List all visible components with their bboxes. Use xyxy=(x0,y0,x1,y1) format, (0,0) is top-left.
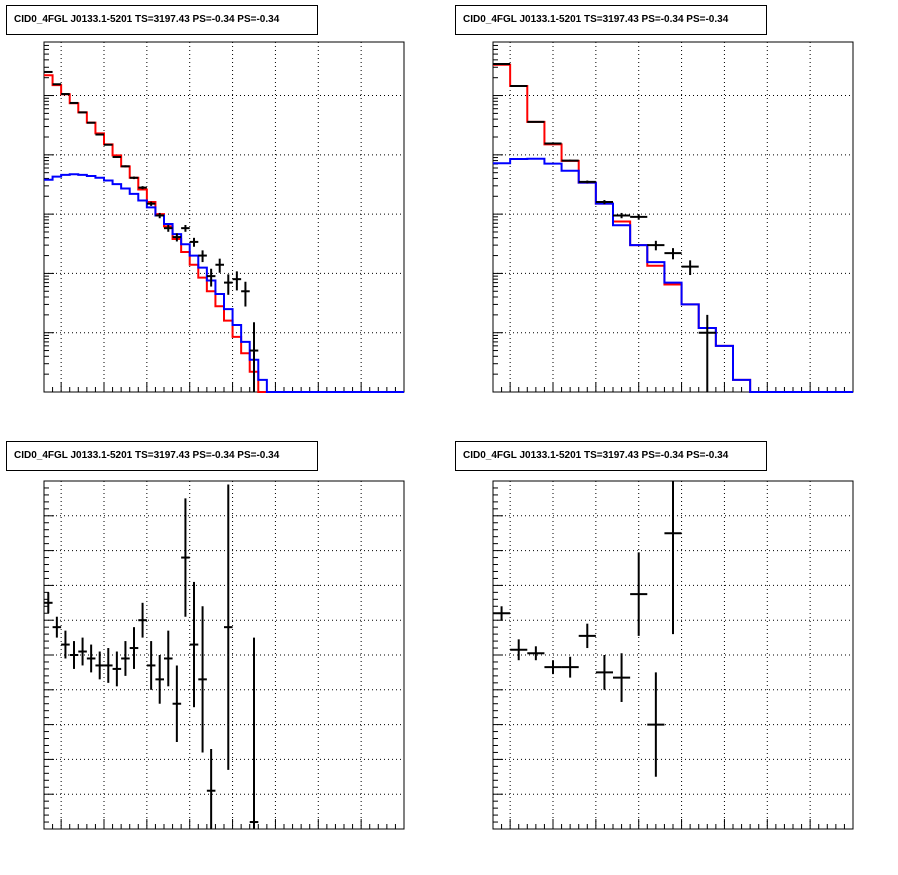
chart-residuals-coarse xyxy=(492,480,854,830)
data-point xyxy=(138,602,147,638)
data-point xyxy=(664,481,682,635)
source-model-histogram xyxy=(493,157,853,393)
data-point xyxy=(198,250,207,263)
data-point xyxy=(578,623,596,649)
data-point xyxy=(630,552,648,636)
data-point xyxy=(129,176,139,180)
data-point xyxy=(104,648,113,683)
data-point xyxy=(138,186,147,190)
pad-residuals-fine: CID0_4FGL J0133.1-5201 TS=3197.43 PS=-0.… xyxy=(0,437,449,874)
data-point xyxy=(69,101,79,104)
chart-title: CID0_4FGL J0133.1-5201 TS=3197.43 PS=-0.… xyxy=(455,5,767,35)
data-point xyxy=(510,639,528,661)
data-point xyxy=(527,120,545,123)
data-point xyxy=(232,271,242,291)
data-point xyxy=(561,656,579,678)
data-point xyxy=(181,498,190,617)
data-point xyxy=(172,665,182,742)
data-point xyxy=(61,93,70,96)
chart-counts-fine xyxy=(43,41,405,393)
data-point xyxy=(78,111,87,114)
data-point xyxy=(527,646,545,661)
data-point xyxy=(181,224,190,232)
data-point xyxy=(544,142,562,145)
data-point xyxy=(52,616,62,638)
data-point xyxy=(155,655,164,704)
data-point xyxy=(146,641,156,690)
chart-title: CID0_4FGL J0133.1-5201 TS=3197.43 PS=-0.… xyxy=(455,441,767,471)
data-point xyxy=(698,314,716,392)
data-point xyxy=(189,237,199,247)
data-point xyxy=(112,155,122,158)
data-point xyxy=(155,212,164,219)
data-point xyxy=(198,606,207,753)
source-model-histogram xyxy=(44,173,404,393)
data-point xyxy=(224,274,233,295)
data-point xyxy=(104,143,113,146)
data-point xyxy=(681,260,699,276)
data-point xyxy=(121,641,130,676)
data-point xyxy=(95,133,104,136)
data-point xyxy=(78,637,87,666)
data-point xyxy=(61,630,70,659)
data-point xyxy=(86,644,96,673)
pad-counts-coarse: CID0_4FGL J0133.1-5201 TS=3197.43 PS=-0.… xyxy=(449,0,898,437)
pad-residuals-coarse: CID0_4FGL J0133.1-5201 TS=3197.43 PS=-0.… xyxy=(449,437,898,874)
data-point xyxy=(172,233,182,242)
data-point xyxy=(206,748,216,829)
data-point xyxy=(86,121,96,124)
total-model-histogram xyxy=(493,63,853,393)
data-point xyxy=(215,258,224,273)
data-point xyxy=(613,653,631,702)
total-model-histogram xyxy=(44,74,404,393)
data-point xyxy=(664,248,682,260)
data-point xyxy=(595,200,613,205)
data-point xyxy=(647,672,665,777)
data-point xyxy=(544,660,562,675)
data-point xyxy=(129,627,139,669)
data-point xyxy=(206,268,216,287)
data-point xyxy=(595,655,613,690)
data-point xyxy=(224,484,233,770)
data-point xyxy=(146,201,156,206)
data-point xyxy=(189,581,199,708)
data-point xyxy=(241,281,250,307)
data-point xyxy=(613,212,631,219)
plot-frame xyxy=(43,41,405,393)
data-point xyxy=(647,240,665,251)
data-point xyxy=(630,214,648,220)
chart-title: CID0_4FGL J0133.1-5201 TS=3197.43 PS=-0.… xyxy=(6,441,318,471)
data-point xyxy=(578,180,596,184)
data-point xyxy=(493,606,511,621)
chart-counts-coarse xyxy=(492,41,854,393)
data-point xyxy=(121,165,130,168)
pad-counts-fine: CID0_4FGL J0133.1-5201 TS=3197.43 PS=-0.… xyxy=(0,0,449,437)
data-point xyxy=(249,637,259,829)
chart-residuals-fine xyxy=(43,480,405,830)
data-point xyxy=(164,224,173,232)
data-point xyxy=(112,651,122,687)
data-point xyxy=(561,159,579,162)
data-point xyxy=(44,592,53,614)
chart-title: CID0_4FGL J0133.1-5201 TS=3197.43 PS=-0.… xyxy=(6,5,318,35)
data-point xyxy=(164,630,173,687)
data-point xyxy=(69,641,79,669)
plot-frame xyxy=(492,41,854,393)
data-point xyxy=(95,651,104,680)
data-point xyxy=(249,322,259,392)
